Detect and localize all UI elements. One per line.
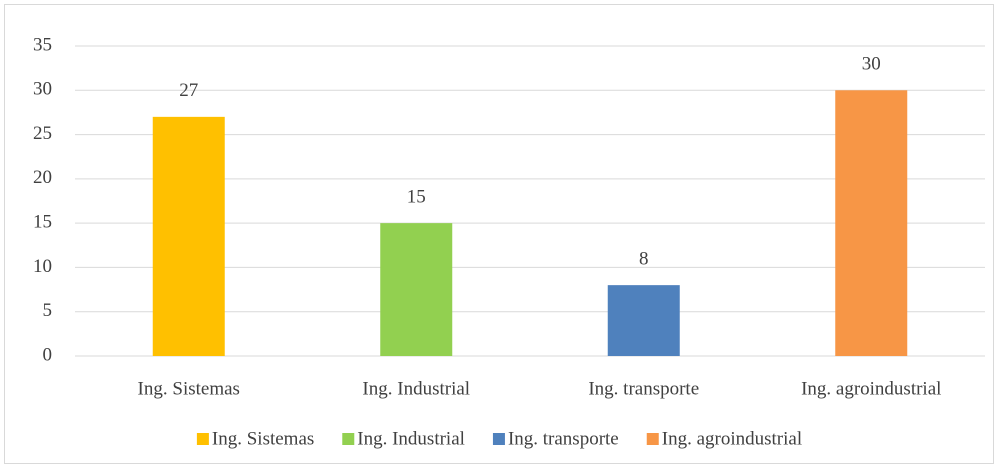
bar: [607, 285, 680, 356]
legend-swatch: [646, 433, 659, 445]
y-tick-label: 0: [43, 344, 53, 365]
bar: [152, 116, 225, 356]
bar: [835, 90, 908, 357]
legend-label: Ing. Industrial: [357, 428, 465, 449]
legend-label: Ing. Sistemas: [212, 428, 314, 449]
legend-swatch: [342, 433, 355, 445]
x-tick-label: Ing. Sistemas: [138, 378, 240, 399]
y-tick-label: 30: [33, 79, 52, 100]
x-tick-label: Ing. agroindustrial: [801, 378, 941, 399]
y-tick-label: 20: [33, 167, 52, 188]
legend-label: Ing. transporte: [508, 428, 619, 449]
bar: [380, 223, 453, 356]
value-label: 8: [639, 249, 649, 270]
y-tick-label: 25: [33, 123, 52, 144]
legend-label: Ing. agroindustrial: [662, 428, 802, 449]
x-tick-label: Ing. transporte: [588, 378, 699, 399]
value-label: 27: [179, 80, 198, 101]
value-label: 15: [407, 187, 426, 208]
value-label: 30: [862, 54, 881, 75]
y-tick-label: 5: [43, 300, 53, 321]
y-tick-label: 15: [33, 212, 52, 233]
legend-swatch: [196, 433, 209, 445]
y-tick-label: 10: [33, 256, 52, 277]
legend-swatch: [492, 433, 505, 445]
x-tick-label: Ing. Industrial: [362, 378, 470, 399]
y-tick-label: 35: [33, 34, 52, 55]
